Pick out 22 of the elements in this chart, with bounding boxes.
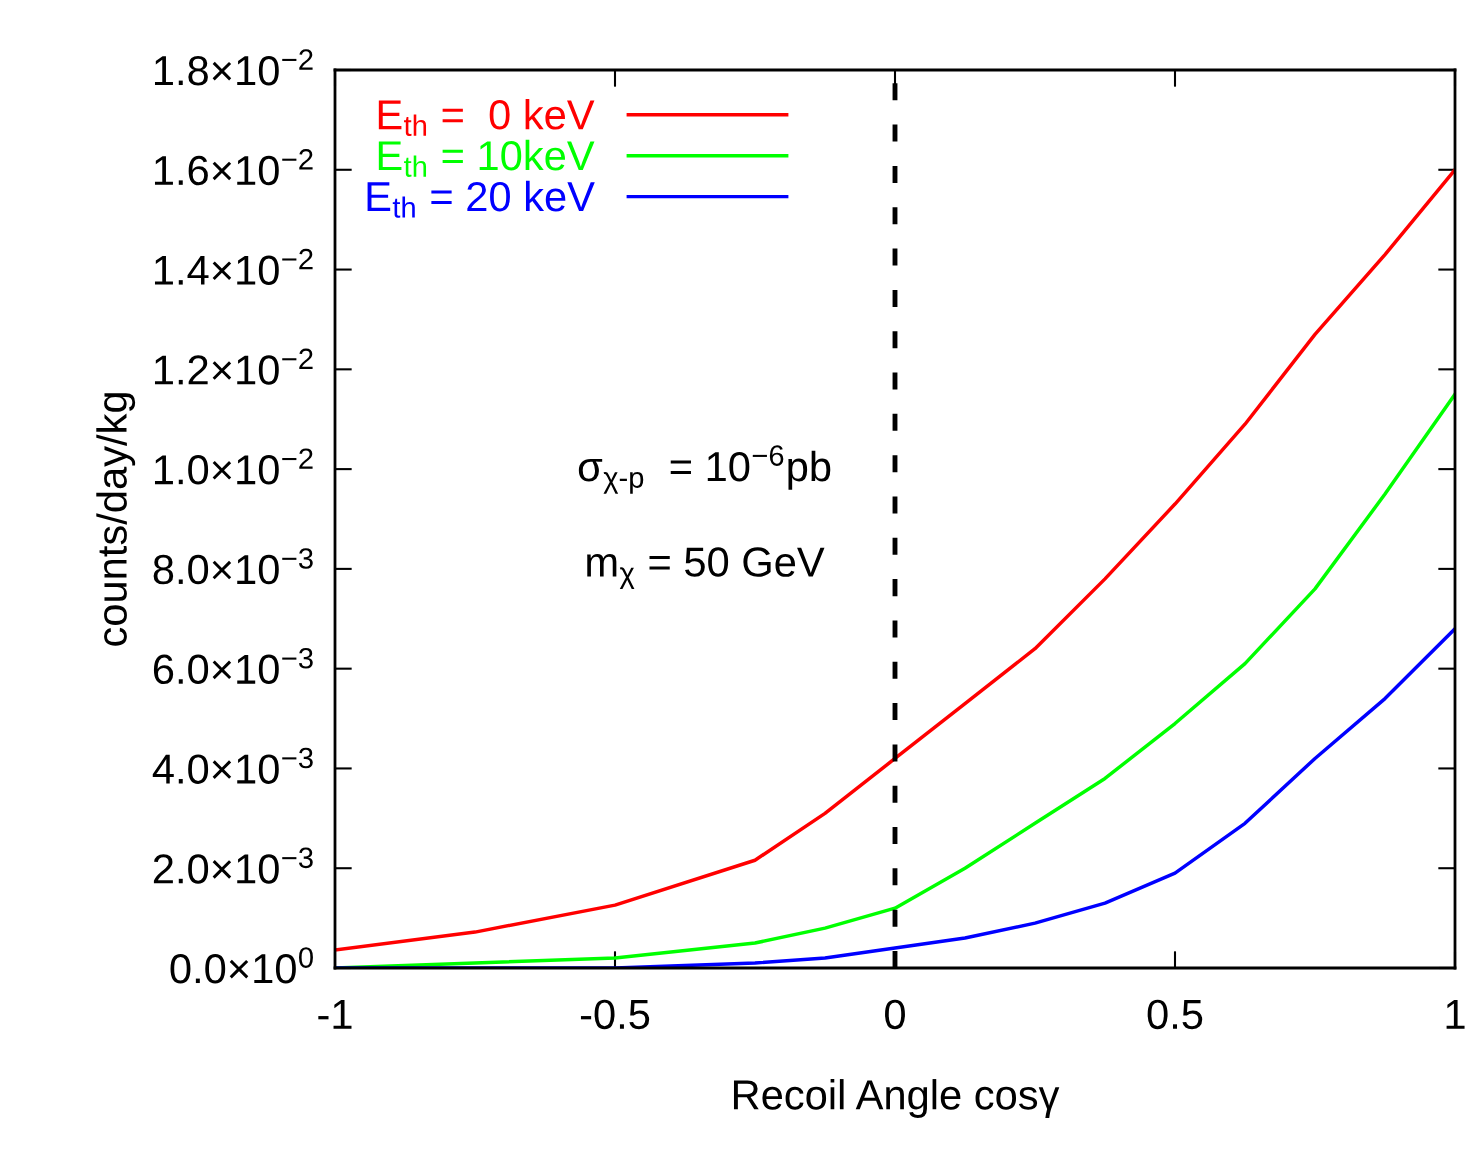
- x-tick-label: 1: [1446, 1000, 1465, 1029]
- annotation: σ$_{χ-p}$ = 10$^{−6}$pb: [578, 445, 831, 494]
- x-axis-title: Recoil Angle cosγ: [733, 1079, 1060, 1118]
- y-tick-label: 1.6×10$^{−2}$: [154, 149, 313, 186]
- y-tick-label: 1.0×10$^{−2}$: [154, 448, 313, 485]
- y-tick-label: 6.0×10$^{−3}$: [153, 647, 313, 685]
- y-tick-label: 1.4×10$^{−2}$: [154, 248, 313, 285]
- x-tick-label: -0.5: [580, 999, 650, 1030]
- x-tick-label: 0: [885, 999, 905, 1030]
- y-tick-label: 0.0×10$^{0}$: [170, 947, 313, 984]
- legend-label: E$_{th}$ = 20 keV: [367, 180, 595, 218]
- legend-label: E$_{th}$ = 10keV: [378, 139, 595, 177]
- x-tick-label: 0.5: [1147, 999, 1203, 1030]
- y-axis-title: counts/day/kg: [96, 393, 136, 646]
- x-tick-label: -1: [318, 1000, 352, 1029]
- y-tick-label: 4.0×10$^{−3}$: [152, 747, 313, 784]
- y-tick-label: 2.0×10$^{−3}$: [153, 847, 313, 884]
- y-tick-label: 1.2×10$^{−2}$: [154, 348, 313, 385]
- y-tick-label: 8.0×10$^{−3}$: [153, 548, 313, 585]
- y-tick-label: 1.8×10$^{−2}$: [154, 49, 313, 86]
- annotation: m$_{χ}$ = 50 GeV: [587, 547, 825, 590]
- legend-label: E$_{th}$ = 0 keV: [378, 98, 595, 136]
